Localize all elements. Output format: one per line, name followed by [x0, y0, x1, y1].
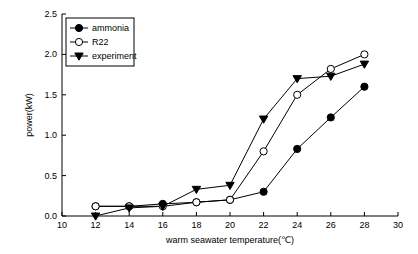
series-marker	[327, 114, 334, 121]
x-tick-label: 22	[259, 220, 269, 230]
legend-label: ammonia	[92, 23, 129, 33]
x-tick	[330, 212, 331, 216]
series-marker	[294, 145, 301, 152]
y-tick	[62, 14, 66, 15]
y-tick	[62, 216, 66, 217]
series-marker	[193, 199, 200, 206]
y-tick-label: 2.0	[44, 49, 57, 59]
y-tick	[62, 54, 66, 55]
y-tick	[62, 94, 66, 95]
series-marker	[91, 213, 99, 220]
series-marker	[361, 83, 368, 90]
x-tick	[297, 212, 298, 216]
series-marker	[293, 76, 301, 83]
x-tick	[230, 212, 231, 216]
series-marker	[192, 186, 200, 193]
x-tick	[398, 212, 399, 216]
y-tick-label: 2.5	[44, 9, 57, 19]
x-tick-label: 10	[57, 220, 67, 230]
x-tick-label: 30	[393, 220, 403, 230]
series-marker	[327, 73, 335, 80]
series-line	[96, 64, 365, 216]
chart: 10 12 14 16 18 20 22 24 26 28 30 0.0 0.5 1.0 1.5 2.0 2.5…	[0, 0, 418, 254]
series-marker	[92, 203, 99, 210]
series-marker	[226, 196, 233, 203]
y-axis	[62, 14, 63, 216]
plot-data	[91, 51, 368, 220]
series-marker	[125, 205, 133, 212]
legend-label: R22	[92, 37, 109, 47]
series-marker	[260, 148, 267, 155]
y-tick-label: 1.5	[44, 90, 57, 100]
x-tick	[162, 212, 163, 216]
series-marker	[226, 196, 233, 203]
series-marker	[193, 199, 200, 206]
legend-marker	[75, 24, 82, 31]
x-tick	[364, 212, 365, 216]
y-tick-label: 0.0	[44, 211, 57, 221]
series-marker	[294, 91, 301, 98]
y-tick-label: 1.0	[44, 130, 57, 140]
series-marker	[92, 203, 99, 210]
x-tick-label: 20	[225, 220, 235, 230]
x-tick-label: 24	[292, 220, 302, 230]
x-tick-label: 18	[191, 220, 201, 230]
x-tick-label: 26	[326, 220, 336, 230]
legend-label: experiment	[92, 51, 137, 61]
x-tick	[196, 212, 197, 216]
series-marker	[159, 203, 167, 210]
y-tick-label: 0.5	[44, 171, 57, 181]
series-marker	[159, 203, 166, 210]
series-marker	[361, 51, 368, 58]
series-marker	[226, 182, 234, 189]
y-axis-label: power(kW)	[24, 93, 34, 137]
legend-marker	[75, 38, 82, 45]
x-tick-label: 16	[158, 220, 168, 230]
series-line	[96, 87, 365, 207]
legend: ammonia R22 experiment	[66, 18, 137, 66]
x-tick	[62, 212, 63, 216]
x-tick-label: 12	[91, 220, 101, 230]
legend-marker	[75, 53, 83, 60]
series-marker	[260, 188, 267, 195]
x-axis-label: warm seawater temperature(℃)	[165, 235, 294, 245]
y-tick	[62, 175, 66, 176]
y-tick	[62, 135, 66, 136]
series-marker	[327, 65, 334, 72]
series-marker	[259, 116, 267, 123]
x-tick-label: 28	[359, 220, 369, 230]
series-marker	[360, 61, 368, 68]
x-tick-label: 14	[124, 220, 134, 230]
x-tick	[263, 212, 264, 216]
